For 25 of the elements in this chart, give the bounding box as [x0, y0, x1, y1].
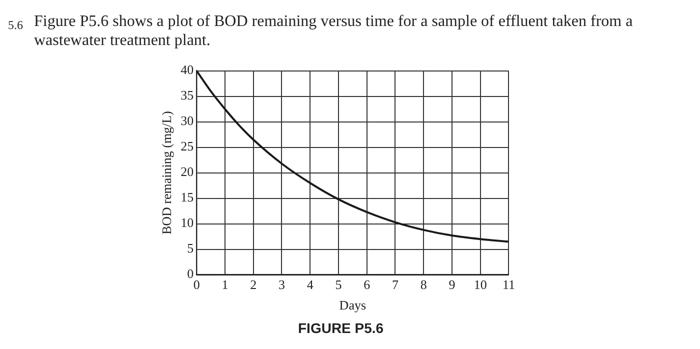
chart-title: Figure P5.6 shows a plot of BOD remaining versus time for a sample of effluent taken from a wastewater treatment plant.: [34, 12, 634, 50]
x-tick-label: 3: [278, 277, 285, 292]
x-tick-label: 2: [250, 277, 257, 292]
x-axis-title: Days: [339, 298, 366, 313]
x-tick-label: 5: [335, 277, 342, 292]
x-tick-label: 7: [392, 277, 399, 292]
y-tick-label: 0: [187, 266, 194, 282]
y-tick-label: 5: [187, 240, 194, 256]
y-tick-label: 40: [180, 62, 194, 78]
y-tick-label: 20: [180, 164, 194, 180]
x-tick-label: 11: [502, 277, 516, 292]
x-tick-label: 9: [448, 277, 456, 292]
x-tick-label: 4: [306, 277, 314, 292]
text: 5.6: [8, 18, 23, 33]
x-tick-label: 1: [222, 277, 228, 292]
x-tick-label: 8: [420, 277, 427, 292]
caption: FIGURE P5.6: [298, 320, 384, 336]
y-tick-label: 15: [180, 190, 194, 205]
x-tick-label: 10: [474, 277, 487, 292]
x-tick-label: 6: [364, 277, 371, 292]
y-axis-title: BOD remaining (mg/L): [159, 111, 174, 235]
y-tick-label: 35: [180, 88, 194, 103]
y-tick-label: 25: [180, 138, 194, 154]
y-tick-label: 10: [180, 215, 194, 230]
y-tick-label: 30: [180, 113, 194, 128]
